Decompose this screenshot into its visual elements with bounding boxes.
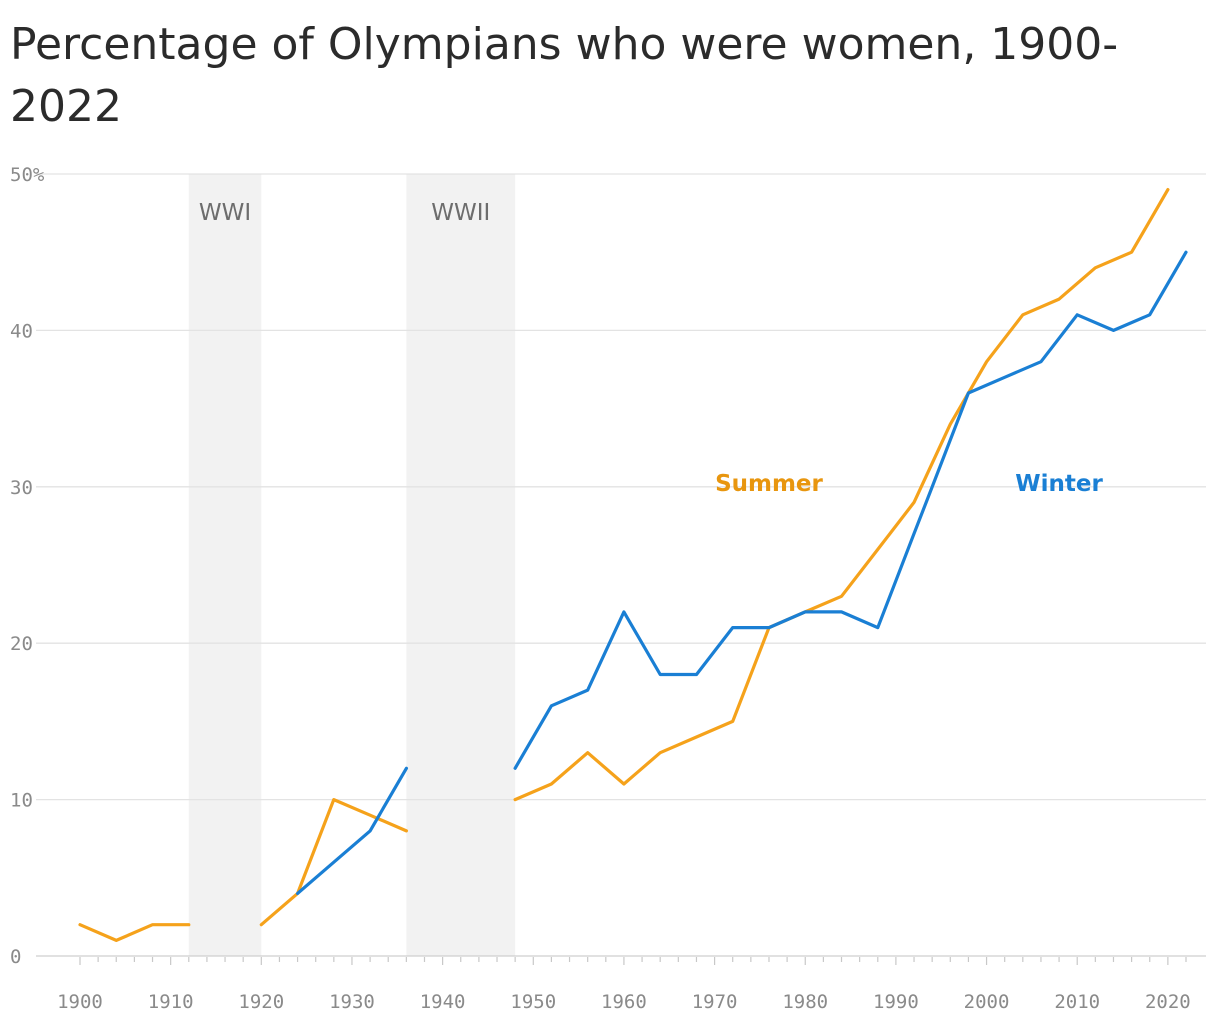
shaded-period-label: WWI	[199, 200, 251, 226]
y-tick-label: 0	[10, 946, 21, 968]
series-line-winter	[296, 766, 408, 896]
y-tick-label: 30	[10, 477, 33, 499]
x-tick-label: 1980	[782, 991, 828, 1013]
y-axis-ticks: 0 10 20 30 40 50%	[10, 164, 45, 968]
y-tick-label: 10	[10, 790, 33, 812]
x-tick-label: 2010	[1054, 991, 1100, 1013]
series-line-summer	[78, 923, 191, 943]
series-line-summer	[513, 188, 1170, 802]
series-label-summer: Summer	[715, 471, 823, 497]
x-tick-label: 1920	[238, 991, 284, 1013]
shaded-period-wwii	[406, 174, 516, 956]
x-axis: 1900 1910 1920 1930 1940 1950 1960 1970 1980 1990…	[57, 957, 1191, 1013]
y-tick-label-top: 50%	[10, 164, 45, 186]
x-tick-label: 1940	[420, 991, 466, 1013]
x-tick-label: 1970	[692, 991, 738, 1013]
x-tick-label: 1990	[873, 991, 919, 1013]
y-tick-label: 20	[10, 633, 33, 655]
series-lines	[78, 188, 1188, 943]
gridlines	[36, 173, 1206, 957]
x-tick-label: 2020	[1145, 991, 1191, 1013]
series-label-winter: Winter	[1015, 471, 1103, 497]
chart-title: Percentage of Olympians who were women, …	[10, 19, 1119, 132]
x-tick-label: 1960	[601, 991, 647, 1013]
y-tick-label: 40	[10, 320, 33, 342]
x-tick-label: 2000	[964, 991, 1010, 1013]
x-tick-label: 1950	[510, 991, 556, 1013]
shaded-periods: WWI WWII	[188, 174, 516, 956]
shaded-period-label: WWII	[431, 200, 490, 226]
x-tick-label: 1930	[329, 991, 375, 1013]
series-line-winter	[513, 250, 1188, 770]
shaded-period-wwi	[188, 174, 262, 956]
series-line-summer	[259, 797, 408, 927]
x-tick-label: 1910	[148, 991, 194, 1013]
x-tick-label: 1900	[57, 991, 103, 1013]
series-labels: Summer Winter	[715, 471, 1103, 497]
